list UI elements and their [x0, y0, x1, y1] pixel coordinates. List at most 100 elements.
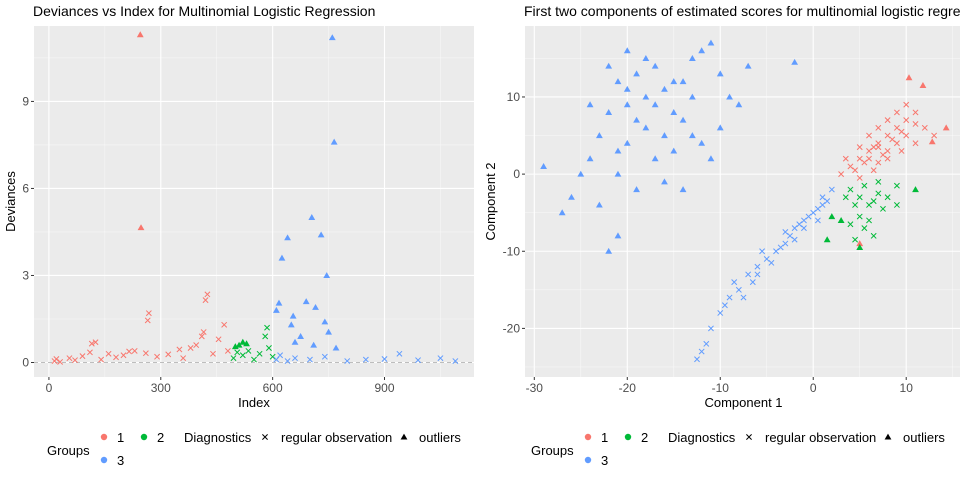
regular-observation-point [875, 124, 882, 131]
outlier-point [614, 147, 622, 154]
legend-group-label: 3 [117, 453, 124, 468]
regular-observation-point [852, 167, 859, 174]
plot-panel-background [34, 26, 474, 377]
outlier-point [623, 47, 631, 54]
legend-group-key [624, 433, 632, 441]
x-tick-label: 900 [374, 381, 394, 395]
regular-observation-point [884, 148, 891, 154]
regular-observation-point [88, 340, 95, 347]
regular-observation-point [144, 317, 151, 324]
outlier-point [614, 78, 622, 85]
legend-group-key [584, 456, 592, 464]
outlier-point [651, 62, 659, 69]
outlier-point [642, 124, 650, 131]
regular-observation-point [838, 171, 845, 178]
regular-observation-point [105, 350, 112, 357]
regular-observation-point [86, 349, 93, 356]
regular-observation-point [866, 148, 872, 154]
legend-regular-key [746, 434, 752, 440]
regular-observation-point [870, 144, 877, 151]
outlier-point [614, 170, 622, 177]
outlier-point [308, 214, 316, 221]
x-tick-label: 0 [810, 381, 817, 395]
x-tick-label: 10 [900, 381, 914, 395]
regular-observation-point [215, 336, 222, 343]
outlier-point [735, 101, 743, 108]
regular-observation-point [759, 248, 766, 255]
outlier-point [302, 298, 310, 305]
legend: Groups 1 2 3 Diagnostics regular observation o… [47, 430, 461, 468]
regular-observation-point [800, 225, 807, 232]
regular-observation-point [721, 302, 728, 309]
regular-observation-point [98, 356, 105, 363]
y-tick-label: -10 [503, 244, 521, 258]
regular-observation-point [180, 355, 187, 362]
scores-chart-panel: First two components of estimated scores… [480, 0, 960, 480]
regular-observation-point [912, 109, 919, 116]
regular-observation-point [866, 202, 872, 208]
outlier-point [633, 70, 640, 77]
regular-observation-point [884, 117, 891, 124]
y-tick-label: 9 [22, 94, 29, 108]
regular-observation-point [903, 117, 910, 124]
outlier-point [310, 341, 318, 348]
outlier-point [291, 338, 299, 345]
legend-outlier-label: outliers [903, 430, 945, 445]
deviance-plot: 0 300 600 900 0 3 6 9 Index Deviances Groups 1 2 3 Dia… [3, 26, 474, 468]
legend-groups-title: Groups [47, 443, 90, 458]
regular-observation-point [131, 347, 138, 354]
regular-observation-point [880, 205, 886, 212]
outlier-point [614, 232, 622, 239]
outlier-point [321, 318, 329, 325]
regular-observation-point [777, 244, 784, 251]
x-tick-label: 0 [46, 381, 53, 395]
outlier-point [272, 306, 280, 313]
regular-observation-point [912, 121, 919, 127]
regular-observation-point [893, 140, 900, 147]
outlier-point [688, 55, 696, 61]
regular-observation-point [880, 151, 886, 158]
regular-observation-point [852, 236, 859, 243]
y-tick-label: 0 [22, 355, 29, 369]
legend: Groups 1 2 3 Diagnostics regular observation o… [531, 430, 945, 468]
regular-observation-point [698, 348, 705, 355]
outlier-point [289, 312, 297, 319]
outlier-point [651, 155, 659, 162]
regular-observation-point [72, 357, 78, 364]
outlier-point [651, 101, 659, 108]
regular-observation-point [265, 345, 272, 351]
outlier-point [137, 224, 145, 231]
regular-observation-point [856, 213, 863, 220]
y-tick-label: 0 [513, 167, 520, 181]
outlier-point [605, 247, 613, 254]
regular-observation-point [763, 256, 770, 262]
regular-observation-point [344, 358, 351, 364]
outlier-point [828, 213, 836, 220]
outlier-point [670, 147, 678, 154]
legend-outlier-key [400, 433, 408, 440]
outlier-point [661, 178, 668, 185]
outlier-point [325, 328, 332, 335]
outlier-point [312, 303, 319, 310]
regular-observation-point [870, 232, 877, 239]
outlier-point [856, 240, 864, 247]
regular-observation-point [805, 213, 812, 220]
y-tick-label: 6 [22, 181, 29, 195]
regular-observation-point [204, 291, 211, 298]
regular-observation-point [861, 182, 868, 189]
regular-observation-point [796, 221, 803, 228]
regular-observation-point [893, 109, 900, 116]
outlier-point [670, 78, 678, 85]
regular-observation-point [731, 279, 738, 286]
x-axis-title: Component 1 [704, 395, 782, 410]
regular-observation-point [154, 353, 161, 360]
outlier-point [623, 101, 631, 108]
x-tick-label: -10 [712, 381, 730, 395]
regular-observation-point [791, 236, 798, 243]
regular-observation-point [898, 128, 905, 135]
legend-group-key [100, 433, 108, 441]
regular-observation-point [814, 205, 821, 212]
x-tick-label: -20 [619, 381, 637, 395]
regular-observation-point [842, 194, 849, 201]
outlier-point [679, 116, 687, 123]
